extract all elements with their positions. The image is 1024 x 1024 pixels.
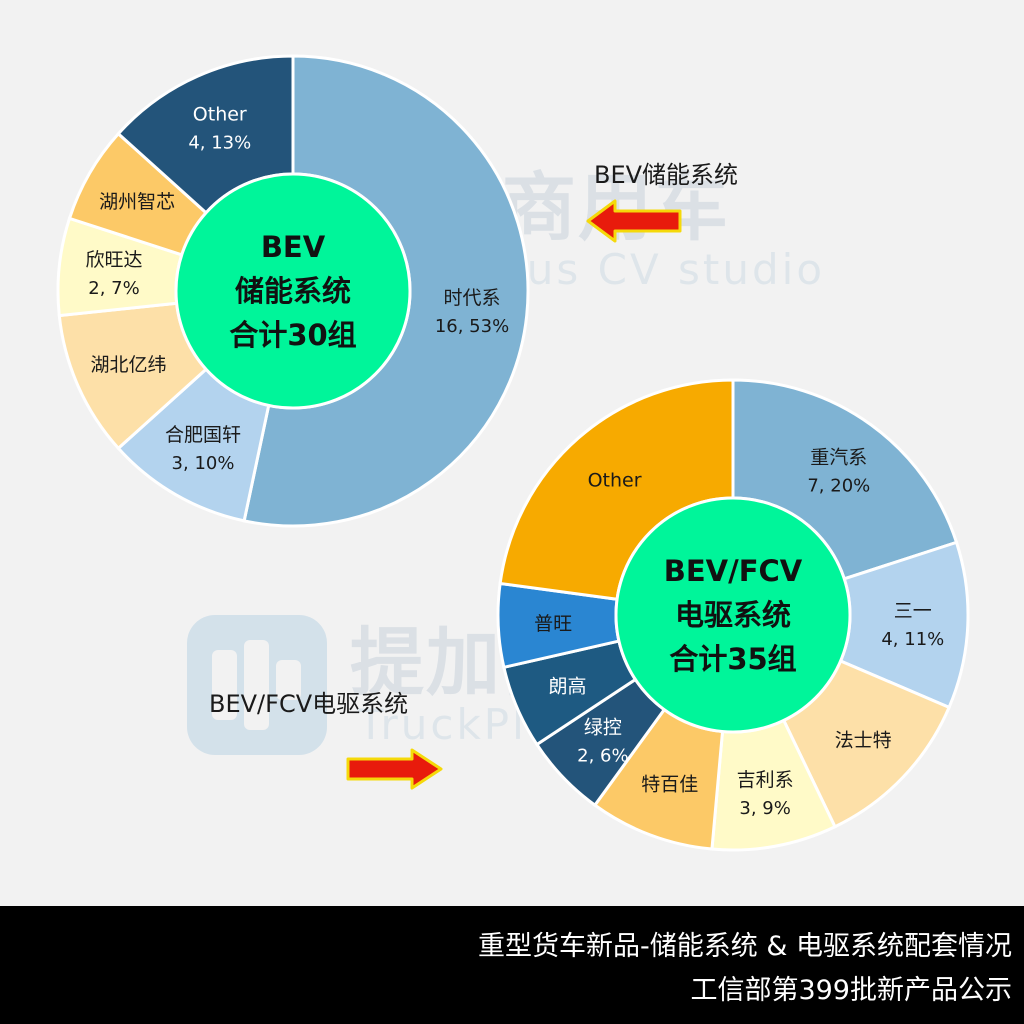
slice-label: 吉利系 xyxy=(737,769,794,791)
footer-subtitle: 工信部第399批新产品公示 xyxy=(690,975,1012,1006)
donut-charts: 时代系 16, 53% 合肥国轩 3, 10% 湖北亿纬 欣旺达 2, 7% 湖州智芯 Othe… xyxy=(56,54,970,852)
donut-center xyxy=(174,172,412,410)
slice-label: 时代系 xyxy=(444,287,501,309)
donut-center-label: 电驱系统 xyxy=(675,598,791,632)
slice-value-label: 2, 7% xyxy=(88,278,139,299)
infographic-stage: 提加商用车 TruckPlus CV studio 提加商用车 TruckPlu… xyxy=(56,54,970,852)
slice-value-label: 16, 53% xyxy=(435,316,509,337)
slice-label: 普旺 xyxy=(534,613,572,635)
right-arrow-icon xyxy=(346,748,443,790)
slice-label: 三一 xyxy=(894,600,932,622)
slice-label: 法士特 xyxy=(835,729,892,751)
slice-label: 合肥国轩 xyxy=(165,424,241,446)
callout-bev-storage-label: BEV储能系统 xyxy=(594,161,739,189)
slice-label: 欣旺达 xyxy=(85,249,142,271)
slice-value-label: 3, 10% xyxy=(172,453,235,474)
donut-center-label: 储能系统 xyxy=(235,274,351,308)
slice-label: 湖州智芯 xyxy=(99,191,175,213)
slice-value-label: 2, 6% xyxy=(577,745,628,766)
donut-center xyxy=(614,496,852,734)
donut-center-label: 合计30组 xyxy=(229,318,356,352)
slice-label: Other xyxy=(193,104,247,126)
donut-center-label: 合计35组 xyxy=(669,642,796,676)
slice-value-label: 3, 9% xyxy=(739,798,790,819)
slice-label: 绿控 xyxy=(584,716,622,738)
slice-label: 湖北亿纬 xyxy=(91,354,167,376)
slice-value-label: 4, 11% xyxy=(881,629,944,650)
slice-label: 重汽系 xyxy=(810,446,867,468)
left-arrow-icon xyxy=(586,199,682,243)
callout-bev-fcv-drive-label: BEV/FCV电驱系统 xyxy=(209,690,409,718)
slice-value-label: 7, 20% xyxy=(807,475,870,496)
slice-label: 特百佳 xyxy=(641,774,698,796)
footer-banner: 重型货车新品-储能系统 & 电驱系统配套情况 工信部第399批新产品公示 xyxy=(0,906,1024,1024)
slice-label: 朗高 xyxy=(548,676,586,698)
slice-label: Other xyxy=(588,469,642,491)
slice-value-label: 4, 13% xyxy=(188,133,251,154)
donut-center-label: BEV xyxy=(261,230,326,264)
footer-title: 重型货车新品-储能系统 & 电驱系统配套情况 xyxy=(478,931,1012,962)
donut-center-label: BEV/FCV xyxy=(664,554,803,588)
